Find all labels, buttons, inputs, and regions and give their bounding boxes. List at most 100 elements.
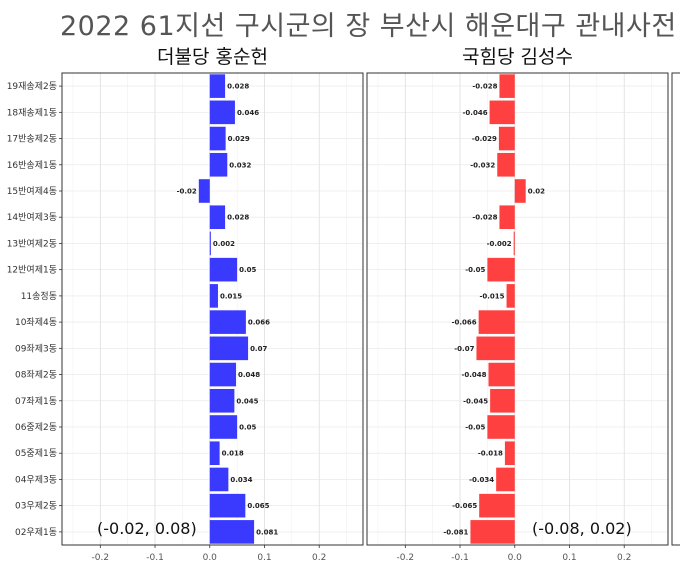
data-label: -0.048 bbox=[461, 371, 486, 379]
data-label: -0.028 bbox=[472, 83, 497, 91]
data-label: 0.015 bbox=[220, 292, 242, 300]
data-label: -0.045 bbox=[463, 397, 488, 405]
bar bbox=[209, 441, 220, 466]
x-tick-label: 0.1 bbox=[257, 553, 271, 563]
y-tick-label: 10좌제4동 bbox=[15, 317, 57, 328]
bar bbox=[504, 441, 515, 466]
data-label: 0.048 bbox=[238, 371, 260, 379]
bar bbox=[479, 493, 515, 518]
bar bbox=[209, 520, 255, 544]
range-annotation: (-0.08, 0.02) bbox=[532, 519, 632, 538]
x-tick-label: 0.2 bbox=[617, 553, 631, 563]
x-tick-label: 0.2 bbox=[312, 553, 326, 563]
panel-background bbox=[367, 73, 668, 545]
x-tick-label: -0.2 bbox=[397, 553, 415, 563]
bar bbox=[209, 126, 226, 151]
panel-frame bbox=[61, 72, 364, 546]
data-label: -0.032 bbox=[470, 161, 495, 169]
data-label: -0.018 bbox=[478, 450, 503, 458]
y-tick-label: 04우제3동 bbox=[15, 474, 57, 485]
data-label: 0.029 bbox=[228, 135, 250, 143]
data-label: -0.029 bbox=[472, 135, 497, 143]
panel-frame bbox=[366, 72, 669, 546]
bar bbox=[478, 310, 515, 334]
data-label: -0.034 bbox=[469, 476, 494, 484]
x-tick-label: -0.1 bbox=[146, 553, 164, 563]
bar bbox=[514, 179, 526, 203]
y-tick-label: 19재송제2동 bbox=[7, 81, 57, 92]
bar bbox=[487, 257, 515, 282]
panel-title: 국힘당 김성수 bbox=[462, 46, 573, 68]
bar bbox=[499, 205, 515, 230]
bar bbox=[209, 336, 249, 361]
bar bbox=[209, 310, 246, 334]
x-tick-label: -0.1 bbox=[451, 553, 469, 563]
bar bbox=[506, 284, 515, 308]
bar bbox=[209, 74, 226, 98]
y-tick-label: 07좌제1동 bbox=[15, 396, 57, 407]
data-label: 0.065 bbox=[247, 502, 269, 510]
y-tick-label: 05중제1동 bbox=[15, 448, 57, 459]
data-label: -0.081 bbox=[443, 528, 468, 536]
data-label: -0.015 bbox=[480, 292, 505, 300]
data-label: -0.002 bbox=[487, 240, 512, 248]
bar bbox=[498, 126, 515, 151]
bar bbox=[499, 74, 515, 98]
data-label: 0.046 bbox=[237, 109, 259, 117]
data-label: -0.028 bbox=[472, 214, 497, 222]
panel-background bbox=[62, 73, 363, 545]
y-tick-label: 12반여제1동 bbox=[7, 264, 57, 276]
y-tick-label: 16반송제1동 bbox=[7, 160, 57, 171]
bar bbox=[209, 205, 226, 230]
bar bbox=[209, 493, 246, 518]
y-tick-label: 14반여제3동 bbox=[7, 211, 57, 223]
bar bbox=[487, 415, 515, 439]
y-tick-label: 03우제2동 bbox=[15, 501, 57, 512]
data-label: -0.066 bbox=[452, 319, 477, 327]
bar bbox=[209, 231, 211, 256]
data-label: 0.045 bbox=[236, 397, 258, 405]
data-label: 0.028 bbox=[227, 214, 249, 222]
panel-2: -0.028 -0.046 -0.029 -0.032 0.02 -0.028 -0.002… bbox=[366, 46, 669, 563]
bar bbox=[209, 257, 238, 282]
y-tick-label: 15반여제4동 bbox=[7, 185, 57, 197]
data-label: 0.05 bbox=[239, 424, 256, 432]
data-label: 0.02 bbox=[528, 188, 545, 196]
bar bbox=[490, 388, 515, 413]
bar bbox=[513, 231, 515, 256]
x-tick-label: 0.1 bbox=[562, 553, 576, 563]
data-label: 0.028 bbox=[227, 83, 249, 91]
data-label: 0.002 bbox=[213, 240, 235, 248]
data-label: 0.066 bbox=[248, 319, 270, 327]
y-tick-label: 06중제2동 bbox=[15, 422, 57, 433]
data-label: -0.065 bbox=[452, 502, 477, 510]
data-label: -0.05 bbox=[465, 266, 485, 274]
x-tick-label: 0.0 bbox=[203, 553, 218, 563]
x-tick-label: -0.2 bbox=[92, 553, 110, 563]
data-label: -0.046 bbox=[463, 109, 488, 117]
panel-frame-partial bbox=[671, 72, 680, 546]
y-tick-label: 11송정동 bbox=[21, 291, 57, 302]
bar bbox=[209, 284, 218, 308]
panel-title: 더불당 홍순헌 bbox=[157, 46, 268, 68]
bar bbox=[489, 100, 515, 125]
y-tick-label: 13반여제2동 bbox=[7, 237, 57, 249]
bar bbox=[209, 388, 235, 413]
bar bbox=[496, 467, 515, 492]
data-label: 0.07 bbox=[250, 345, 267, 353]
bar bbox=[470, 520, 515, 544]
bar bbox=[476, 336, 515, 361]
data-label: 0.034 bbox=[230, 476, 252, 484]
data-label: 0.032 bbox=[229, 161, 251, 169]
x-tick-label: 0.0 bbox=[508, 553, 523, 563]
bar bbox=[497, 152, 515, 177]
y-tick-label: 09좌제3동 bbox=[15, 343, 57, 354]
range-annotation: (-0.02, 0.08) bbox=[97, 519, 197, 538]
y-tick-label: 17반송제2동 bbox=[7, 134, 57, 145]
data-label: 0.081 bbox=[256, 528, 278, 536]
y-tick-label: 18재송제1동 bbox=[7, 107, 57, 118]
data-label: -0.02 bbox=[177, 188, 197, 196]
bar bbox=[209, 362, 237, 387]
data-label: 0.05 bbox=[239, 266, 256, 274]
